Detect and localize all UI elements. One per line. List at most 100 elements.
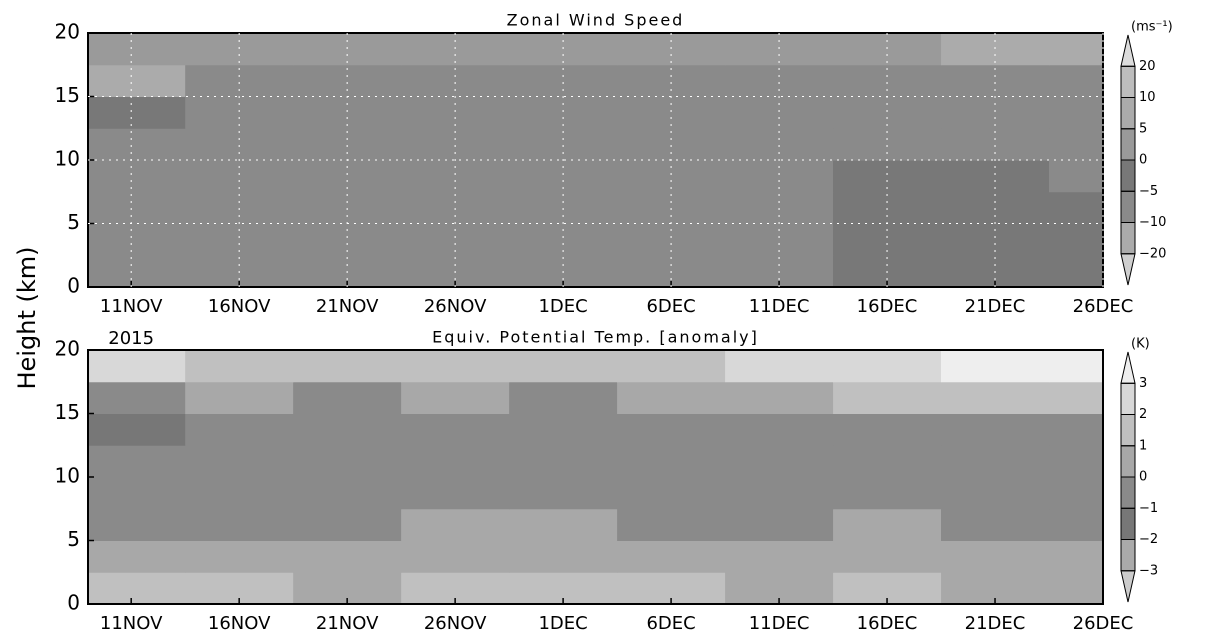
contour-cell (401, 509, 509, 541)
contour-cell (941, 97, 1049, 129)
contour-cell (185, 414, 293, 446)
contour-cell (77, 128, 185, 160)
colorbar-label: −20 (1139, 246, 1166, 261)
contour-cell (77, 33, 185, 65)
contour-cell (941, 382, 1049, 414)
colorbar-label: 5 (1139, 121, 1147, 136)
contour-cell (725, 128, 833, 160)
contour-cell (941, 541, 1049, 573)
colorbar-label: −1 (1139, 501, 1158, 516)
contour-cell (401, 192, 509, 224)
contour-cell (77, 477, 185, 509)
contour-cell (617, 509, 725, 541)
x-tick-label: 26DEC (1073, 296, 1134, 317)
contour-cell (401, 350, 509, 382)
contour-cell (509, 445, 617, 477)
contour-cell (77, 97, 185, 129)
y-tick-label: 5 (67, 210, 80, 234)
contour-cell (833, 445, 941, 477)
y-tick-label: 20 (55, 337, 80, 361)
colorbar-segment (1121, 446, 1135, 477)
contour-cell (185, 192, 293, 224)
contour-cell (185, 541, 293, 573)
contour-cell (401, 97, 509, 129)
x-tick-label: 16DEC (857, 296, 918, 317)
contour-cell (833, 97, 941, 129)
contour-cell (941, 445, 1049, 477)
contour-cell (77, 445, 185, 477)
contour-cell (617, 97, 725, 129)
contour-cell (941, 509, 1049, 541)
contour-cell (77, 414, 185, 446)
contour-cell (725, 541, 833, 573)
contour-cell (185, 509, 293, 541)
contour-cell (293, 382, 401, 414)
contour-cell (833, 509, 941, 541)
contour-cell (833, 541, 941, 573)
x-tick-label: 1DEC (538, 613, 587, 634)
contour-cell (77, 350, 185, 382)
contour-cell (509, 382, 617, 414)
colorbar-segment (1121, 98, 1135, 129)
colorbar-units: (K) (1131, 337, 1150, 352)
contour-cell (185, 477, 293, 509)
contour-cell (77, 382, 185, 414)
x-tick-label: 21DEC (965, 613, 1026, 634)
contour-cell (509, 414, 617, 446)
colorbar-extend (1121, 254, 1135, 285)
contour-cell (185, 445, 293, 477)
contour-cell (509, 541, 617, 573)
x-tick-label: 11NOV (100, 613, 163, 634)
contour-cell (509, 33, 617, 65)
contour-cell (77, 541, 185, 573)
y-tick-label: 0 (67, 591, 80, 615)
colorbar-extend (1121, 35, 1135, 66)
contour-cell (293, 477, 401, 509)
contour-cell (509, 477, 617, 509)
contour-cell (617, 477, 725, 509)
contour-cell (509, 350, 617, 382)
x-tick-label: 21NOV (316, 613, 379, 634)
x-tick-label: 21NOV (316, 296, 379, 317)
y-tick-label: 20 (55, 20, 80, 44)
colorbar-label: 0 (1139, 470, 1147, 485)
x-tick-label: 16DEC (857, 613, 918, 634)
contour-cell (725, 445, 833, 477)
contour-cell (833, 192, 941, 224)
contour-cell (401, 382, 509, 414)
contour-cell (293, 97, 401, 129)
contour-cell (293, 128, 401, 160)
contour-cell (77, 192, 185, 224)
colorbar-label: −2 (1139, 532, 1158, 547)
contour-cell (509, 128, 617, 160)
contour-cell (617, 414, 725, 446)
contour-cell (833, 382, 941, 414)
contour-cell (833, 477, 941, 509)
contour-cell (509, 97, 617, 129)
x-tick-label: 11NOV (100, 296, 163, 317)
contour-cell (617, 445, 725, 477)
y-tick-label: 15 (55, 400, 80, 424)
contour-cell (185, 128, 293, 160)
contour-cell (725, 192, 833, 224)
contour-cell (509, 509, 617, 541)
contour-cell (941, 33, 1049, 65)
y-tick-label: 15 (55, 83, 80, 107)
contour-cell (185, 350, 293, 382)
x-tick-label: 21DEC (965, 296, 1026, 317)
contour-cell (725, 382, 833, 414)
colorbar-segment (1121, 540, 1135, 571)
contour-cell (401, 414, 509, 446)
contour-cell (941, 414, 1049, 446)
y-tick-label: 0 (67, 274, 80, 298)
panel-title: Equiv. Potential Temp. [anomaly] (432, 328, 759, 347)
x-tick-label: 26NOV (424, 296, 487, 317)
colorbar-label: −5 (1139, 184, 1158, 199)
x-tick-label: 26NOV (424, 613, 487, 634)
colorbar-segment (1121, 191, 1135, 222)
contour-cell (185, 97, 293, 129)
x-tick-label: 16NOV (208, 296, 271, 317)
contour-cell (725, 477, 833, 509)
y-axis-label: Height (km) (13, 247, 41, 390)
contour-cell (617, 350, 725, 382)
